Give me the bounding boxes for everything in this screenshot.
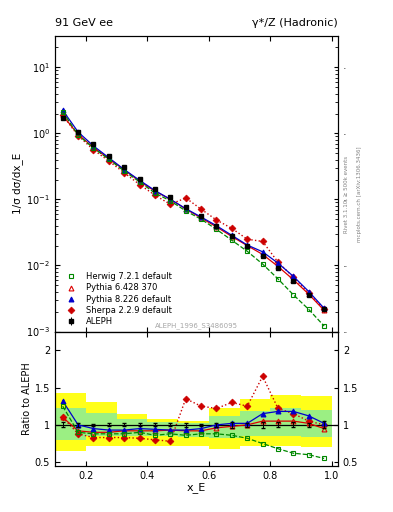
Sherpa 2.2.9 default (275, 259, 280, 265)
Pythia 6.428 370 (307, 291, 311, 297)
Pythia 6.428 370 (76, 131, 81, 137)
Pythia 6.428 370 (322, 307, 327, 313)
Pythia 6.428 370 (184, 206, 188, 212)
Pythia 8.226 default (322, 305, 327, 311)
Pythia 8.226 default (168, 196, 173, 202)
Sherpa 2.2.9 default (214, 217, 219, 223)
Sherpa 2.2.9 default (307, 290, 311, 296)
Pythia 8.226 default (199, 214, 204, 220)
Sherpa 2.2.9 default (230, 225, 234, 231)
Pythia 8.226 default (107, 155, 111, 161)
Text: Rivet 3.1.10, ≥ 500k events: Rivet 3.1.10, ≥ 500k events (344, 156, 349, 233)
Herwig 7.2.1 default (199, 216, 204, 222)
Sherpa 2.2.9 default (184, 195, 188, 201)
Pythia 8.226 default (91, 143, 96, 149)
Line: Pythia 6.428 370: Pythia 6.428 370 (60, 113, 327, 313)
Pythia 6.428 370 (107, 156, 111, 162)
Line: Sherpa 2.2.9 default: Sherpa 2.2.9 default (60, 113, 327, 311)
Pythia 6.428 370 (168, 196, 173, 202)
Sherpa 2.2.9 default (199, 206, 204, 212)
Y-axis label: 1/σ dσ/dx_E: 1/σ dσ/dx_E (13, 153, 24, 215)
Herwig 7.2.1 default (260, 261, 265, 267)
Pythia 8.226 default (137, 177, 142, 183)
Herwig 7.2.1 default (214, 226, 219, 232)
Herwig 7.2.1 default (322, 323, 327, 329)
Pythia 8.226 default (291, 273, 296, 280)
Pythia 8.226 default (307, 288, 311, 294)
Line: Pythia 8.226 default: Pythia 8.226 default (60, 108, 327, 311)
Herwig 7.2.1 default (152, 190, 157, 196)
Pythia 6.428 370 (152, 188, 157, 194)
Sherpa 2.2.9 default (122, 169, 127, 176)
Pythia 6.428 370 (260, 251, 265, 258)
Herwig 7.2.1 default (168, 198, 173, 204)
Herwig 7.2.1 default (61, 109, 65, 115)
Herwig 7.2.1 default (91, 145, 96, 151)
Pythia 6.428 370 (61, 112, 65, 118)
Sherpa 2.2.9 default (291, 274, 296, 280)
Sherpa 2.2.9 default (168, 201, 173, 207)
Pythia 6.428 370 (245, 243, 250, 249)
Herwig 7.2.1 default (137, 179, 142, 185)
Herwig 7.2.1 default (275, 276, 280, 282)
Pythia 6.428 370 (230, 233, 234, 240)
Pythia 8.226 default (260, 249, 265, 255)
Sherpa 2.2.9 default (91, 147, 96, 153)
Herwig 7.2.1 default (76, 132, 81, 138)
Herwig 7.2.1 default (230, 237, 234, 243)
Herwig 7.2.1 default (291, 292, 296, 298)
Herwig 7.2.1 default (184, 208, 188, 214)
Pythia 8.226 default (184, 206, 188, 212)
Pythia 8.226 default (275, 260, 280, 266)
Pythia 6.428 370 (214, 224, 219, 230)
Pythia 8.226 default (61, 107, 65, 113)
Pythia 8.226 default (230, 232, 234, 239)
Pythia 6.428 370 (122, 167, 127, 173)
Sherpa 2.2.9 default (245, 236, 250, 242)
Legend: Herwig 7.2.1 default, Pythia 6.428 370, Pythia 8.226 default, Sherpa 2.2.9 defau: Herwig 7.2.1 default, Pythia 6.428 370, … (59, 271, 173, 327)
Text: ALEPH_1996_S3486095: ALEPH_1996_S3486095 (155, 322, 238, 329)
Herwig 7.2.1 default (107, 156, 111, 162)
X-axis label: x_E: x_E (187, 482, 206, 493)
Sherpa 2.2.9 default (76, 133, 81, 139)
Herwig 7.2.1 default (122, 168, 127, 174)
Pythia 8.226 default (76, 129, 81, 135)
Sherpa 2.2.9 default (152, 192, 157, 198)
Pythia 8.226 default (152, 187, 157, 194)
Pythia 6.428 370 (275, 263, 280, 269)
Sherpa 2.2.9 default (137, 181, 142, 187)
Pythia 6.428 370 (199, 215, 204, 221)
Herwig 7.2.1 default (307, 306, 311, 312)
Sherpa 2.2.9 default (260, 239, 265, 245)
Text: mcplots.cern.ch [arXiv:1306.3436]: mcplots.cern.ch [arXiv:1306.3436] (357, 147, 362, 242)
Pythia 6.428 370 (91, 144, 96, 151)
Line: Herwig 7.2.1 default: Herwig 7.2.1 default (60, 110, 327, 329)
Sherpa 2.2.9 default (107, 158, 111, 164)
Sherpa 2.2.9 default (322, 306, 327, 312)
Pythia 8.226 default (245, 242, 250, 248)
Pythia 8.226 default (214, 223, 219, 229)
Pythia 8.226 default (122, 166, 127, 173)
Text: γ*/Z (Hadronic): γ*/Z (Hadronic) (252, 18, 338, 28)
Pythia 6.428 370 (291, 276, 296, 283)
Text: 91 GeV ee: 91 GeV ee (55, 18, 113, 28)
Sherpa 2.2.9 default (61, 112, 65, 118)
Herwig 7.2.1 default (245, 248, 250, 254)
Y-axis label: Ratio to ALEPH: Ratio to ALEPH (22, 362, 32, 435)
Pythia 6.428 370 (137, 178, 142, 184)
